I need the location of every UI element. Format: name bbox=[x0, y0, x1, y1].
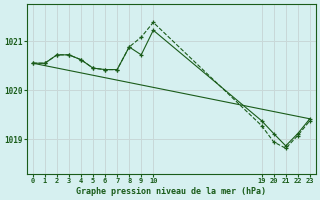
X-axis label: Graphe pression niveau de la mer (hPa): Graphe pression niveau de la mer (hPa) bbox=[76, 187, 266, 196]
